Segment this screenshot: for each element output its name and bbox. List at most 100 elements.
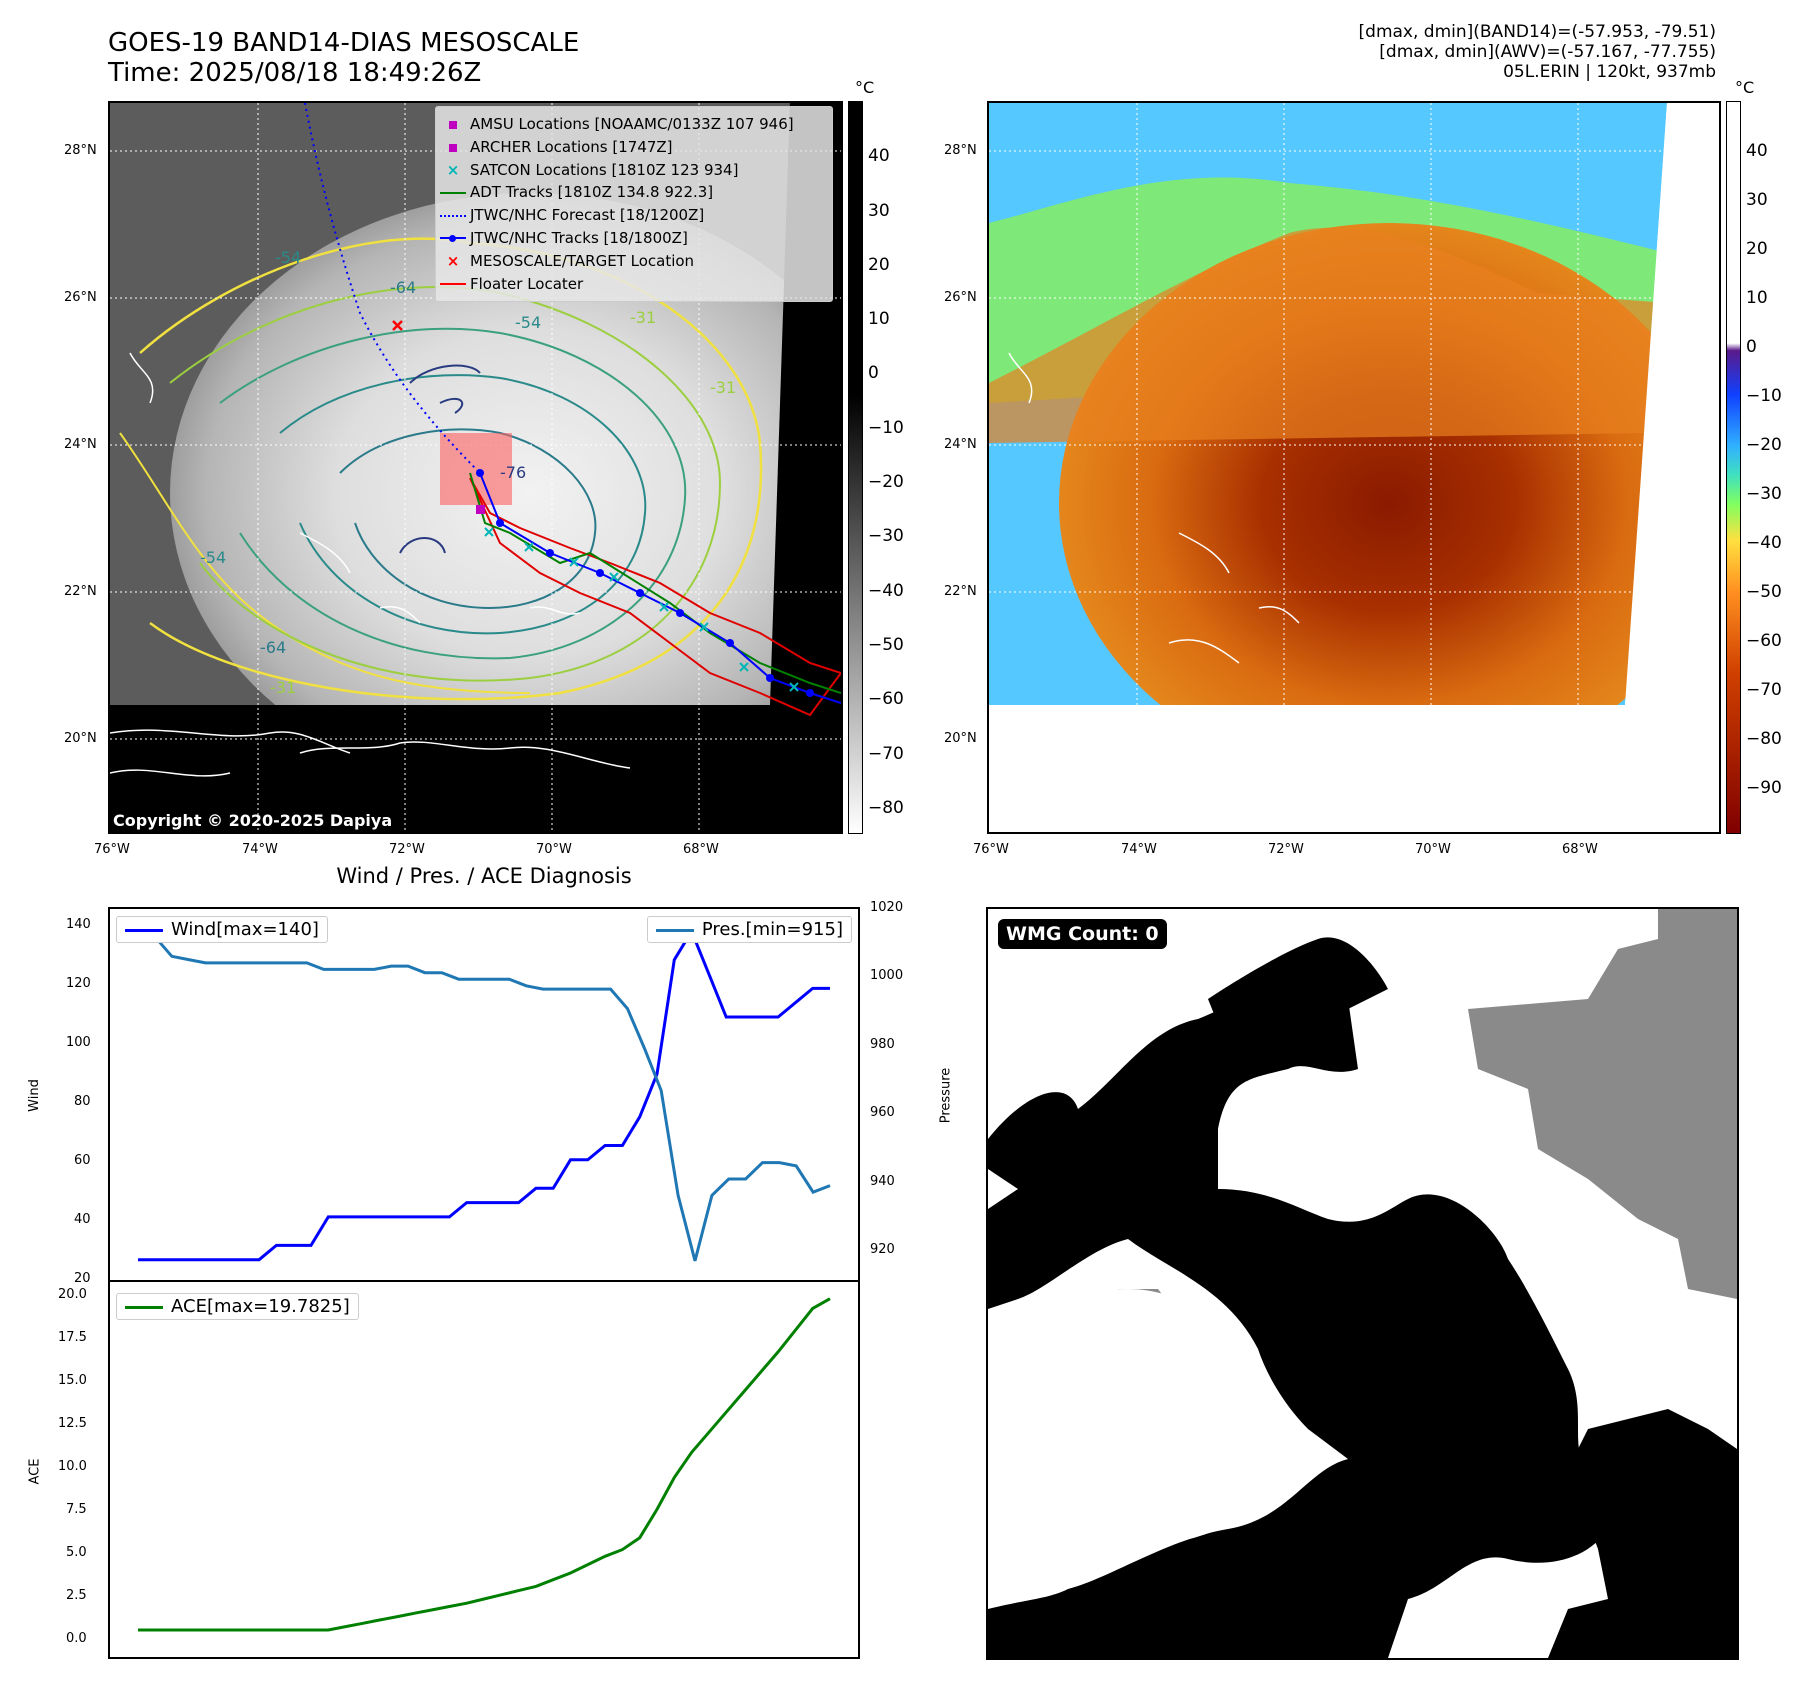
lon-label-76: 76°W: [94, 842, 130, 857]
lat-label-20: 20°N: [64, 731, 97, 746]
lat-label-28: 28°N: [64, 143, 97, 158]
wmg-count-badge: WMG Count: 0: [998, 919, 1167, 949]
gray-tick-m40: −40: [868, 581, 904, 601]
square-marker-icon: [436, 136, 470, 159]
title-line-2: Time: 2025/08/18 18:49:26Z: [108, 58, 482, 88]
color-tick-30: 30: [1746, 190, 1768, 210]
legend-item-adt: ADT Tracks [1810Z 134.8 922.3]: [436, 181, 832, 204]
color-tick-40: 40: [1746, 141, 1768, 161]
gray-tick-10: 10: [868, 309, 890, 329]
ace-axis-label: ACE: [27, 1458, 43, 1485]
copyright-text: Copyright © 2020-2025 Dapiya: [113, 811, 393, 830]
contour-label-6: -64: [260, 638, 286, 657]
lat-label-26-right: 26°N: [944, 290, 977, 305]
color-colorbar-ticks: 40 30 20 10 0 −10 −20 −30 −40 −50 −60 −7…: [1746, 101, 1796, 834]
gray-tick-m30: −30: [868, 526, 904, 546]
contour-label-1: -54: [275, 248, 301, 267]
wind-series-line: [138, 927, 830, 1262]
color-tick-m10: −10: [1746, 386, 1782, 406]
gray-colorbar: [848, 101, 863, 834]
pres-tick-960: 960: [870, 1105, 895, 1120]
color-tick-m60: −60: [1746, 631, 1782, 651]
color-map-panel: [987, 101, 1721, 834]
pres-tick-980: 980: [870, 1037, 895, 1052]
color-tick-m20: −20: [1746, 435, 1782, 455]
x-marker-icon: ×: [446, 160, 460, 179]
gray-tick-m80: −80: [868, 798, 904, 818]
wmg-black-regions: [988, 937, 1737, 1658]
gray-colorbar-ticks: 40 30 20 10 0 −10 −20 −30 −40 −50 −60 −7…: [868, 101, 908, 834]
lat-label-22: 22°N: [64, 584, 97, 599]
pres-tick-920: 920: [870, 1242, 895, 1257]
gray-tick-m70: −70: [868, 744, 904, 764]
coastlines-color: [1008, 352, 1300, 664]
gray-tick-0: 0: [868, 363, 879, 383]
contour-label-7: -31: [270, 678, 296, 697]
stats-awv: [dmax, dmin](AWV)=(-57.167, -77.755): [1379, 42, 1716, 62]
ace-tick-17-5: 17.5: [58, 1330, 87, 1345]
lon-label-72-right: 72°W: [1268, 842, 1304, 857]
mesoscale-target-marker: [392, 320, 403, 331]
lon-label-74-right: 74°W: [1121, 842, 1157, 857]
color-tick-m30: −30: [1746, 484, 1782, 504]
ir-map-panel: -54 -64 -54 -31 -76 -64 -31 -54 -31 AMSU…: [108, 101, 843, 834]
wind-tick-120: 120: [66, 976, 91, 991]
line-marker-icon: [436, 181, 470, 204]
color-tick-20: 20: [1746, 239, 1768, 259]
color-tick-m80: −80: [1746, 729, 1782, 749]
wind-axis-label: Wind: [26, 1079, 42, 1112]
legend-item-forecast: JTWC/NHC Forecast [18/1200Z]: [436, 204, 832, 227]
square-marker-icon: [436, 113, 470, 136]
gray-tick-m60: −60: [868, 689, 904, 709]
ace-tick-7-5: 7.5: [66, 1502, 87, 1517]
jtwc-points: [476, 469, 814, 697]
x-marker-icon: ×: [446, 251, 460, 270]
lat-label-28-right: 28°N: [944, 143, 977, 158]
ace-series-line: [138, 1297, 831, 1632]
legend-item-jtwc: JTWC/NHC Tracks [18/1800Z]: [436, 227, 832, 250]
gray-tick-40: 40: [868, 146, 890, 166]
stats-band14: [dmax, dmin](BAND14)=(-57.953, -79.51): [1358, 22, 1716, 42]
wind-legend-swatch: [125, 928, 163, 932]
wind-pressure-plot: Wind[max=140] Pres.[min=915]: [108, 907, 860, 1282]
lat-label-24: 24°N: [64, 437, 97, 452]
ace-tick-2-5: 2.5: [66, 1588, 87, 1603]
ace-legend: ACE[max=19.7825]: [116, 1293, 359, 1320]
pressure-legend: Pres.[min=915]: [646, 916, 852, 943]
color-tick-0: 0: [1746, 337, 1757, 357]
contour-label-8: -54: [200, 548, 226, 567]
adt-track: [469, 472, 841, 694]
lon-label-68: 68°W: [683, 842, 719, 857]
figure-title: GOES-19 BAND14-DIAS MESOSCALE Time: 2025…: [108, 28, 579, 88]
ace-tick-10: 10.0: [58, 1459, 87, 1474]
lon-label-74: 74°W: [242, 842, 278, 857]
contour-label-3: -54: [515, 313, 541, 332]
dotted-line-icon: [436, 204, 470, 227]
contour-label-4: -31: [630, 308, 656, 327]
diagnosis-title: Wind / Pres. / ACE Diagnosis: [336, 864, 632, 888]
contour-labels: -54 -64 -54 -31 -76 -64 -31 -54 -31: [200, 248, 736, 697]
floater-locater-track: [469, 477, 841, 717]
wmg-white-holes: [988, 1169, 1280, 1547]
coastlines: [110, 352, 631, 777]
ace-tick-20: 20.0: [58, 1287, 87, 1302]
wind-pressure-svg: [108, 907, 860, 1282]
color-map-grid: [989, 103, 1719, 832]
pres-tick-1020: 1020: [870, 900, 904, 915]
gray-tick-m50: −50: [868, 635, 904, 655]
legend-item-floater: Floater Locater: [436, 273, 832, 296]
wind-tick-40: 40: [74, 1212, 91, 1227]
lat-label-26: 26°N: [64, 290, 97, 305]
ace-legend-swatch: [125, 1305, 163, 1309]
map-legend: AMSU Locations [NOAAMC/0133Z 107 946] AR…: [435, 106, 833, 302]
archer-marker: [476, 505, 485, 514]
pres-tick-1000: 1000: [870, 968, 904, 983]
wind-tick-100: 100: [66, 1035, 91, 1050]
lon-label-68-right: 68°W: [1562, 842, 1598, 857]
pressure-legend-swatch: [655, 928, 694, 932]
wind-tick-80: 80: [74, 1094, 91, 1109]
lon-label-76-right: 76°W: [973, 842, 1009, 857]
satcon-markers: [484, 527, 799, 692]
ace-tick-0: 0.0: [66, 1631, 87, 1646]
ace-tick-15: 15.0: [58, 1373, 87, 1388]
